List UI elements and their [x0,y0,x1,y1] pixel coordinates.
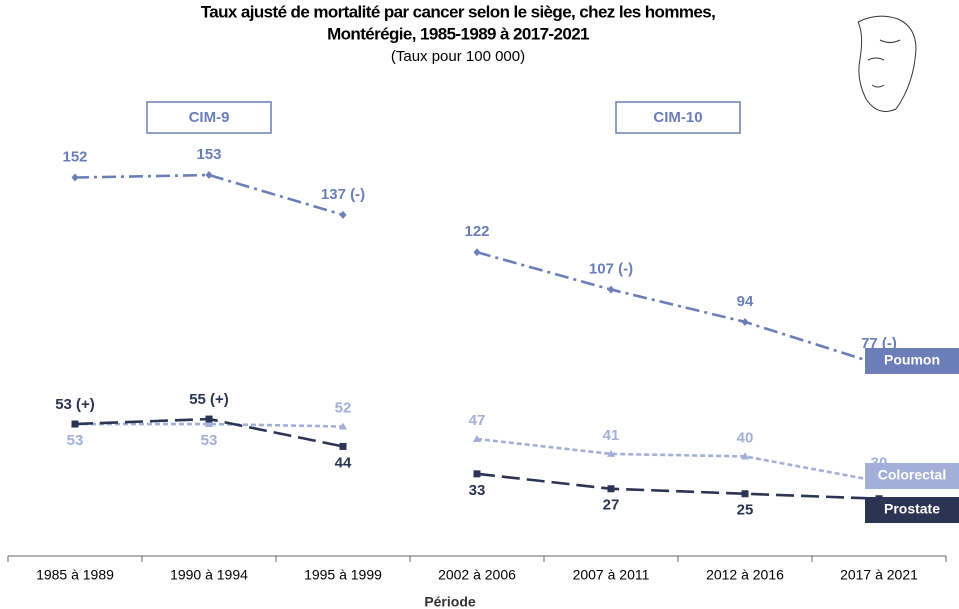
x-tick-label: 2007 à 2011 [573,567,650,583]
x-tick-label: 1995 à 1999 [304,567,382,583]
series-line [477,439,879,481]
data-label: 47 [469,412,486,429]
chart-title: Montérégie, 1985-1989 à 2017-2021 [327,24,589,43]
point [72,421,79,428]
x-tick-label: 1985 à 1989 [36,567,114,583]
chart-subtitle: (Taux pour 100 000) [391,48,525,65]
point [340,211,347,219]
data-label: 53 (+) [55,396,95,413]
series-line [477,474,879,499]
data-label: 152 [62,148,87,165]
legend-label: Poumon [884,352,940,368]
point [474,248,481,256]
chart-title: Taux ajusté de mortalité par cancer selo… [201,2,715,21]
logo [858,16,916,111]
point [206,171,213,179]
data-label: 137 (-) [321,186,365,203]
point [742,490,749,497]
x-tick-label: 2017 à 2021 [840,567,918,583]
x-tick-label: 2012 à 2016 [706,567,784,583]
segment-label: CIM-9 [189,109,230,126]
point [206,416,213,423]
x-axis-title: Période [424,594,476,609]
data-label: 122 [464,223,489,240]
data-label: 40 [737,429,754,446]
data-label: 44 [335,454,352,471]
data-label: 153 [196,146,221,163]
series-line [75,175,343,215]
data-label: 53 [201,432,218,449]
legend-label: Colorectal [878,467,946,483]
segment-label: CIM-10 [653,109,702,126]
data-label: 41 [603,427,620,444]
data-label: 107 (-) [589,261,633,278]
x-tick-label: 2002 à 2006 [438,567,516,583]
chart: Taux ajusté de mortalité par cancer selo… [0,0,959,609]
data-label: 25 [737,502,754,519]
data-label: 27 [603,497,620,514]
data-label: 53 [67,432,84,449]
point [72,174,79,182]
series-line [477,252,879,364]
x-tick-label: 1990 à 1994 [170,567,248,583]
point [340,443,347,450]
data-label: 33 [469,482,486,499]
point [608,286,615,294]
point [608,485,615,492]
point [474,470,481,477]
point [742,318,749,326]
data-label: 94 [737,293,754,310]
legend-label: Prostate [884,501,940,517]
data-label: 52 [335,399,352,416]
data-label: 55 (+) [189,391,229,408]
